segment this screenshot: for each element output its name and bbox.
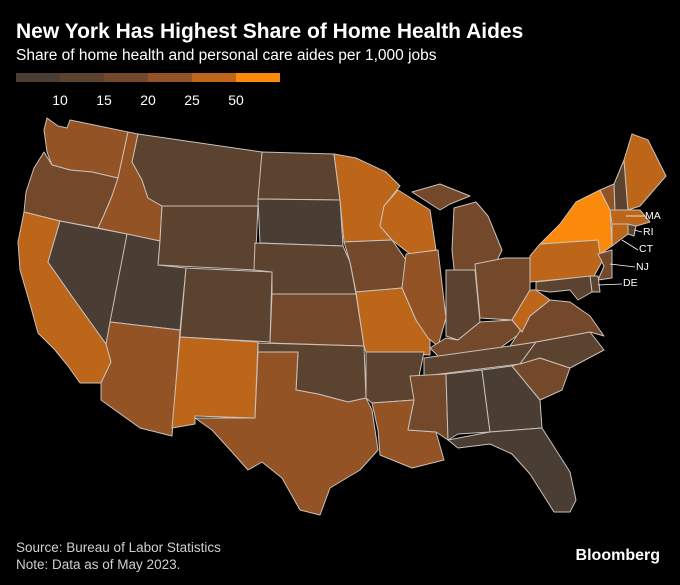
state-AZ: [100, 321, 181, 437]
callout-label-NJ: NJ: [636, 261, 649, 273]
state-ME: [623, 133, 667, 211]
legend-label-25: 25: [184, 92, 200, 108]
callout-label-RI: RI: [643, 226, 654, 238]
callout-label-CT: CT: [639, 243, 653, 255]
state-IL: [401, 249, 447, 347]
legend-swatch-1: [16, 73, 60, 82]
state-AL: [445, 369, 491, 441]
state-KS: [269, 293, 365, 347]
state-ND: [257, 151, 341, 201]
callout-line-DE: [597, 283, 623, 286]
state-TX: [194, 351, 379, 516]
legend-swatch-5: [192, 73, 236, 82]
legend-swatch-4: [148, 73, 192, 82]
state-MA: [609, 209, 651, 227]
state-NJ: [597, 249, 613, 281]
legend-swatch-2: [60, 73, 104, 82]
callout-line-RI: [633, 229, 643, 233]
chart-title: New York Has Highest Share of Home Healt…: [16, 20, 524, 43]
state-MD: [535, 275, 593, 301]
chart-subtitle: Share of home health and personal care a…: [16, 47, 437, 64]
legend-label-10: 10: [52, 92, 68, 108]
state-FL: [447, 427, 577, 513]
callout-label-DE: DE: [623, 277, 638, 289]
state-WV: [511, 289, 551, 333]
legend-label-50: 50: [228, 92, 244, 108]
state-MS: [407, 373, 449, 441]
state-NM: [171, 336, 259, 429]
legend-swatch-3: [104, 73, 148, 82]
state-MT: [131, 133, 263, 207]
callout-line-NJ: [609, 263, 636, 268]
state-SD: [257, 198, 344, 247]
color-legend: 10 15 20 25 50: [16, 73, 281, 113]
callout-line-CT: [621, 239, 639, 251]
data-note: Note: Data as of May 2023.: [16, 557, 181, 572]
legend-swatch-6: [236, 73, 280, 82]
legend-label-15: 15: [96, 92, 112, 108]
state-WY: [157, 205, 259, 271]
state-GA: [481, 365, 543, 433]
state-CO: [179, 267, 273, 343]
legend-label-20: 20: [140, 92, 156, 108]
state-CT: [611, 223, 629, 247]
source-note: Source: Bureau of Labor Statistics: [16, 540, 221, 555]
callout-label-MA: MA: [645, 210, 661, 222]
bloomberg-logo: Bloomberg: [575, 547, 660, 564]
